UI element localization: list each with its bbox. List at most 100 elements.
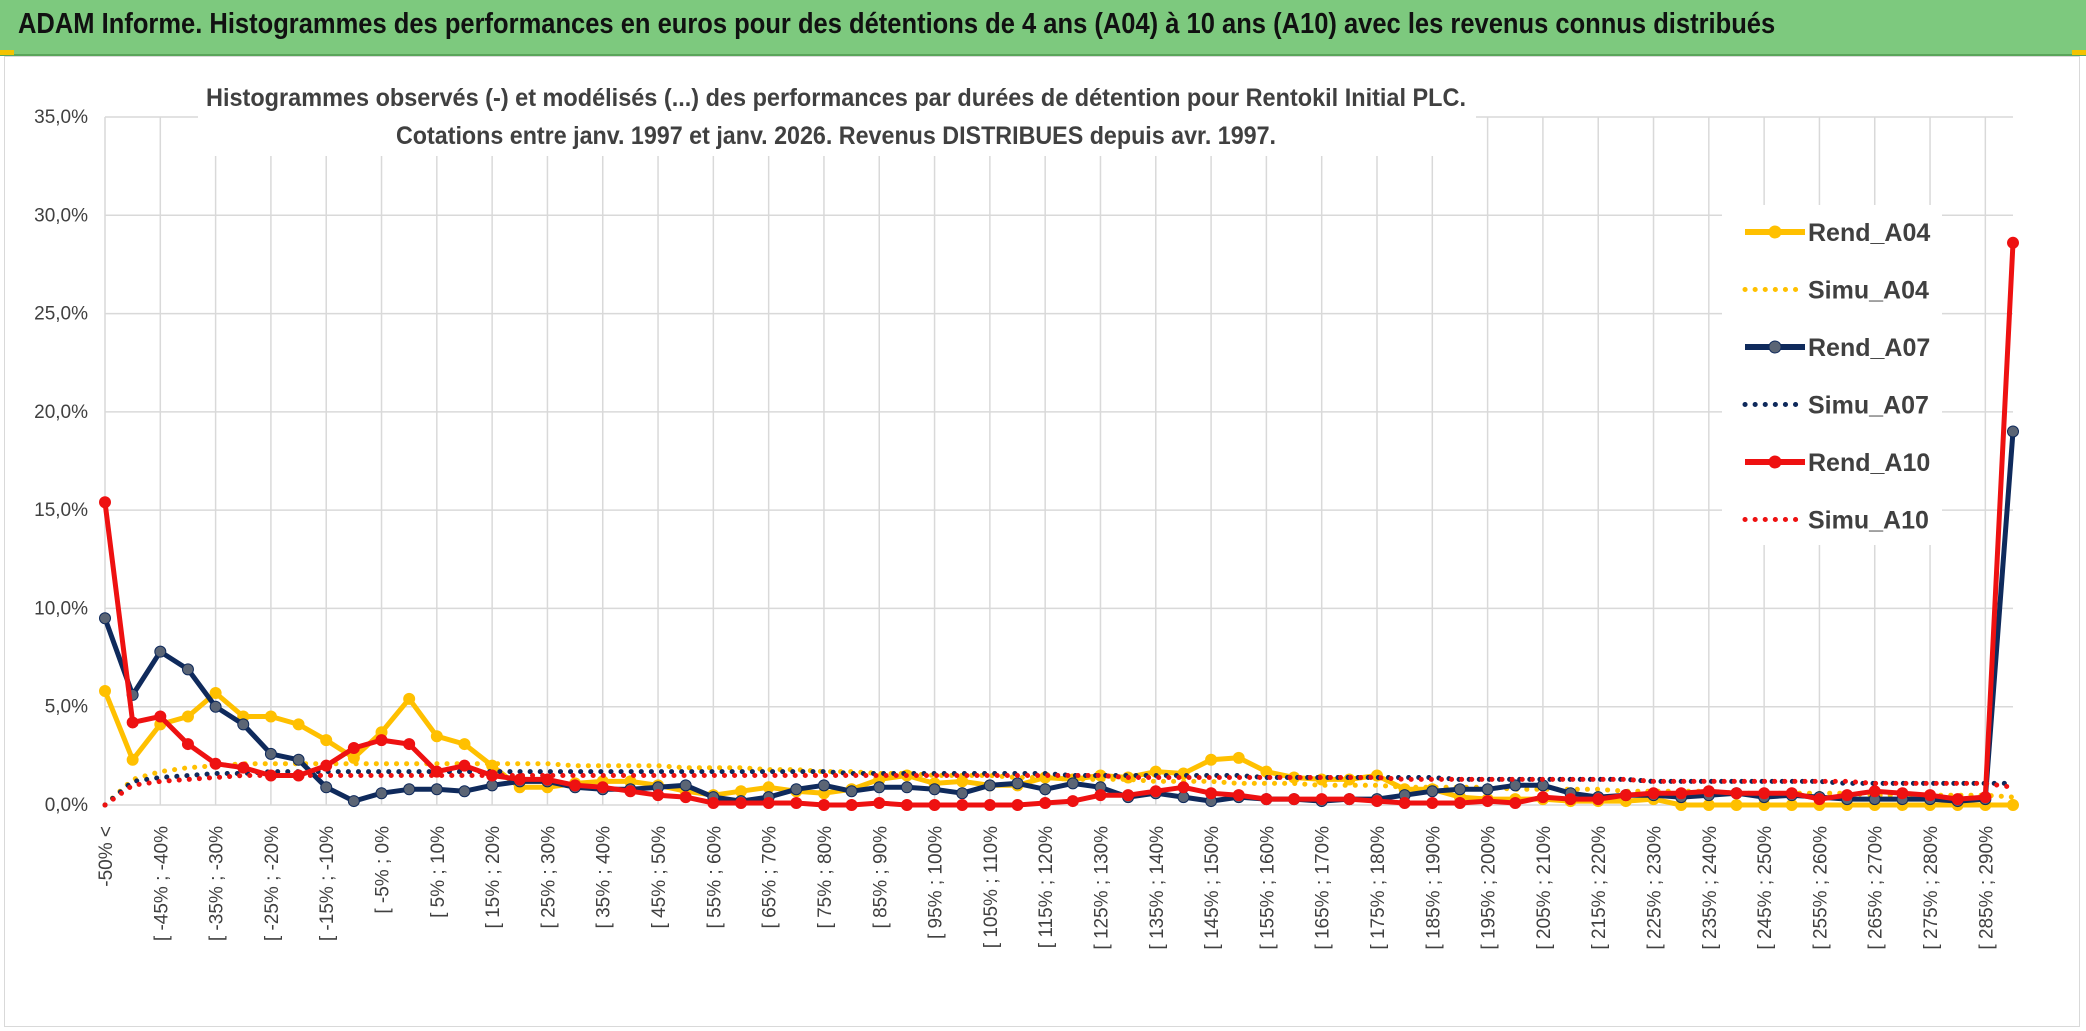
- point-Rend_A10: [1979, 791, 1992, 804]
- point-Rend_A07: [430, 783, 443, 796]
- point-Rend_A10: [1039, 797, 1052, 810]
- x-tick-label: [ 245% ; 250%: [1755, 826, 1776, 950]
- line-Rend_A04: [102, 690, 2013, 808]
- point-Rend_A07: [845, 785, 858, 798]
- point-Rend_A10: [237, 761, 250, 774]
- y-tick-label: 5,0%: [45, 697, 88, 718]
- point-Rend_A07: [181, 663, 194, 676]
- legend-item: Rend_A07: [1745, 334, 1930, 362]
- point-Rend_A10: [1951, 793, 1964, 806]
- legend-label: Rend_A07: [1808, 334, 1930, 362]
- point-Rend_A04: [2007, 799, 2019, 811]
- x-tick-label: [ 195% ; 200%: [1479, 826, 1500, 950]
- chart-title-background: [198, 80, 1476, 156]
- x-tick-label: [ -5% ; 0%: [373, 826, 394, 914]
- point-Rend_A10: [1122, 789, 1135, 802]
- point-Rend_A10: [126, 716, 139, 729]
- legend-item: Simu_A10: [1742, 507, 1929, 535]
- point-Rend_A10: [1647, 787, 1660, 800]
- x-tick-label: [ 55% ; 60%: [704, 826, 725, 929]
- legend-item: Simu_A04: [1742, 277, 1929, 305]
- x-tick-label: [ -35% ; -30%: [207, 826, 228, 941]
- x-tick-label: [ 45% ; 50%: [649, 826, 670, 929]
- chart-title-line-1: Histogrammes observés (-) et modélisés (…: [206, 84, 1466, 112]
- legend-label: Simu_A07: [1808, 392, 1929, 420]
- legend-item: Simu_A07: [1742, 392, 1929, 420]
- point-Rend_A07: [1509, 779, 1522, 792]
- x-tick-label: [ 75% ; 80%: [815, 826, 836, 929]
- point-Rend_A04: [126, 753, 139, 766]
- point-Rend_A10: [1619, 789, 1632, 802]
- point-Rend_A04: [1730, 799, 1743, 811]
- point-Rend_A10: [983, 799, 996, 811]
- point-Rend_A04: [1205, 753, 1218, 766]
- point-Rend_A10: [1564, 793, 1577, 806]
- x-tick-label: [ -25% ; -20%: [262, 826, 283, 941]
- point-Rend_A10: [1896, 787, 1909, 800]
- legend-marker: [1768, 340, 1782, 354]
- x-tick-label: [ 115% ; 120%: [1036, 826, 1057, 948]
- point-Rend_A04: [1232, 751, 1245, 764]
- chart-title-line-2: Cotations entre janv. 1997 et janv. 2026…: [396, 122, 1276, 150]
- point-Rend_A10: [817, 799, 830, 811]
- x-tick-label: [ 85% ; 90%: [870, 826, 891, 929]
- point-Rend_A10: [1066, 795, 1079, 808]
- point-Rend_A04: [458, 738, 471, 751]
- point-Rend_A07: [1426, 785, 1439, 798]
- point-Rend_A10: [1758, 787, 1771, 800]
- x-tick-label: [ 265% ; 270%: [1866, 826, 1887, 950]
- x-tick-label: [ 125% ; 130%: [1091, 826, 1112, 950]
- point-Rend_A10: [1149, 785, 1162, 798]
- x-tick-label: [ 135% ; 140%: [1147, 826, 1168, 950]
- y-tick-label: 25,0%: [34, 304, 88, 325]
- corner-accent-right: [2072, 50, 2086, 55]
- x-tick-label: [ 175% ; 180%: [1368, 826, 1389, 950]
- point-Rend_A10: [99, 496, 111, 509]
- x-tick-label: [ 25% ; 30%: [538, 826, 559, 929]
- legend-background: [1722, 205, 1942, 545]
- legend-label: Rend_A10: [1808, 449, 1930, 477]
- point-Rend_A10: [347, 741, 360, 754]
- point-Rend_A10: [1868, 785, 1881, 798]
- series-Rend_A10: [99, 236, 2019, 811]
- point-Rend_A10: [569, 779, 582, 792]
- point-Rend_A10: [1813, 793, 1826, 806]
- x-tick-label: [ 15% ; 20%: [483, 826, 504, 929]
- point-Rend_A10: [900, 799, 913, 811]
- point-Rend_A10: [1205, 787, 1218, 800]
- point-Rend_A07: [790, 783, 803, 796]
- point-Rend_A07: [873, 781, 886, 794]
- x-tick-label: [ 235% ; 240%: [1700, 826, 1721, 950]
- y-axis-ticks: 0,0% 5,0% 10,0% 15,0% 20,0% 25,0% 30,0% 35,0%: [34, 107, 88, 816]
- point-Rend_A07: [458, 785, 471, 798]
- series-Simu_A10: [102, 773, 2016, 808]
- point-Rend_A10: [652, 789, 665, 802]
- point-Rend_A10: [154, 710, 167, 723]
- x-tick-label: [ 35% ; 40%: [594, 826, 615, 929]
- x-tick-label: [ -15% ; -10%: [317, 826, 338, 941]
- point-Rend_A04: [264, 710, 277, 723]
- point-Rend_A10: [707, 797, 720, 810]
- point-Rend_A10: [679, 791, 692, 804]
- point-Rend_A07: [154, 645, 167, 658]
- x-tick-label: [ 155% ; 160%: [1257, 826, 1278, 950]
- point-Rend_A10: [1288, 793, 1301, 806]
- point-Rend_A10: [1426, 797, 1439, 810]
- point-Rend_A10: [1094, 789, 1107, 802]
- point-Rend_A07: [347, 795, 360, 808]
- point-Rend_A07: [928, 783, 941, 796]
- point-Rend_A10: [790, 797, 803, 810]
- point-Rend_A10: [1592, 793, 1605, 806]
- point-Rend_A10: [1232, 789, 1245, 802]
- point-Rend_A04: [181, 710, 194, 723]
- chart-frame: [4, 56, 2080, 1027]
- point-Rend_A10: [1730, 787, 1743, 800]
- point-Rend_A07: [956, 787, 969, 800]
- point-Rend_A07: [375, 787, 388, 800]
- point-Rend_A10: [1398, 797, 1411, 810]
- x-tick-label: [ 225% ; 230%: [1645, 826, 1666, 950]
- point-Rend_A07: [237, 718, 250, 731]
- point-Rend_A07: [2007, 425, 2019, 438]
- point-Rend_A10: [2007, 236, 2019, 249]
